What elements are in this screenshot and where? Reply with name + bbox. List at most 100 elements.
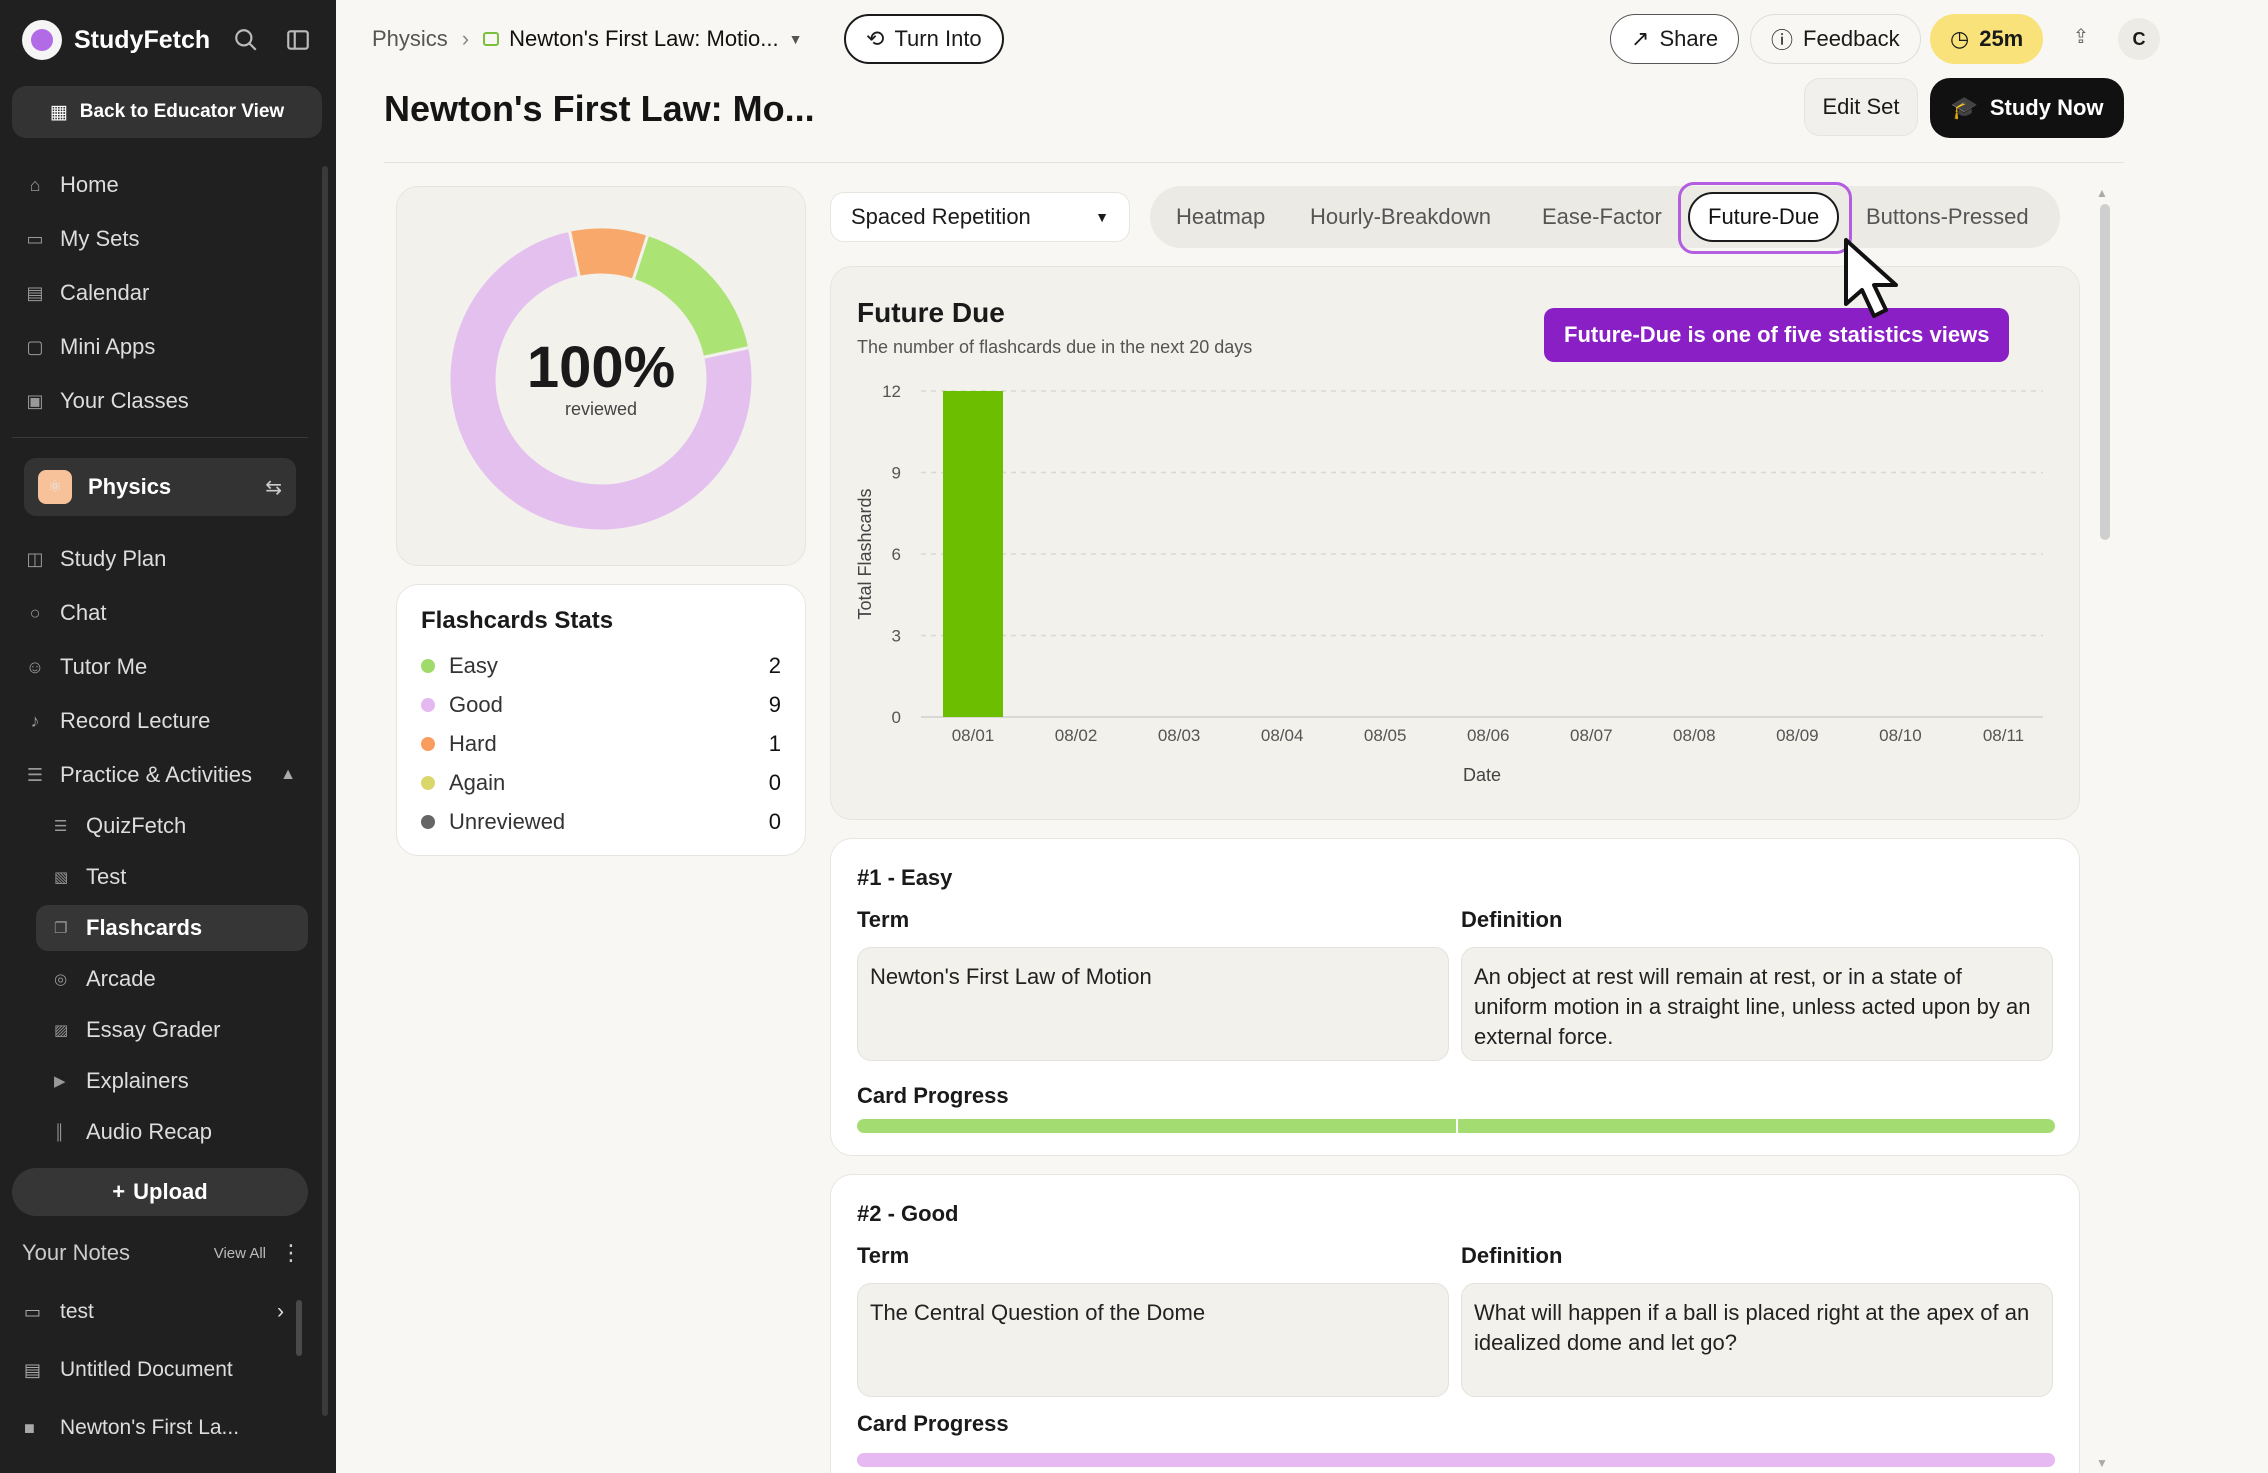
swap-icon[interactable]: ⇆ (265, 476, 282, 499)
stat-row-unreviewed: Unreviewed 0 (421, 809, 781, 835)
sidebar-scrollbar[interactable] (322, 166, 328, 1416)
flashcard-item[interactable]: #1 - Easy Term Definition Newton's First… (830, 838, 2080, 1156)
stopwatch-icon: ◷ (1950, 26, 1970, 51)
edit-set-button[interactable]: Edit Set (1804, 78, 1918, 136)
y-tick-label: 3 (892, 627, 901, 646)
avatar[interactable]: C (2118, 18, 2160, 60)
x-axis-label: Date (1463, 765, 1501, 785)
sidebar-item-test[interactable]: ▧ Test (54, 864, 127, 889)
share-icon: ↗ (1631, 26, 1650, 51)
breadcrumb-root[interactable]: Physics (372, 26, 448, 51)
donut-caption: reviewed (564, 398, 638, 419)
convert-icon: ⟲ (866, 26, 885, 51)
studyfetch-logo-icon (22, 20, 62, 60)
note-item-document[interactable]: ▤ Untitled Document (24, 1358, 233, 1381)
stats-title: Flashcards Stats (421, 607, 614, 634)
y-tick-label: 6 (892, 545, 901, 564)
timer-badge[interactable]: ◷ 25m (1930, 14, 2044, 64)
term-field[interactable]: The Central Question of the Dome (857, 1283, 1449, 1397)
tab-highlight-ring (1678, 182, 1852, 254)
mode-select-value: Spaced Repetition (851, 204, 1031, 229)
note-item-folder[interactable]: ▭ test › (24, 1300, 284, 1323)
donut-center: 100% reviewed (449, 227, 753, 531)
sidebar-item-home[interactable]: ⌂ Home (24, 165, 119, 205)
chat-bubble-icon: ○ (29, 602, 41, 623)
sidebar-item-mini-apps[interactable]: ▢ Mini Apps (24, 327, 155, 367)
flashcards-icon: ❐ (54, 920, 68, 937)
term-field[interactable]: Newton's First Law of Motion (857, 947, 1449, 1061)
sidebar-item-tutor-me[interactable]: ☺ Tutor Me (25, 654, 148, 679)
scroll-down-icon[interactable]: ▼ (2096, 1456, 2108, 1470)
x-tick-label: 08/07 (1570, 726, 1613, 745)
flashcard-item[interactable]: #2 - Good Term Definition The Central Qu… (830, 1174, 2080, 1473)
sidebar-toggle-icon[interactable] (282, 24, 314, 56)
sidebar-item-flashcards[interactable]: ❐ Flashcards (36, 905, 308, 951)
notes-title: Your Notes (22, 1240, 131, 1265)
sidebar-item-practice-activities[interactable]: ☰ Practice & Activities ▲ (24, 755, 296, 795)
export-icon[interactable]: ⇪ (2072, 26, 2090, 48)
folder-icon: ▭ (26, 228, 44, 249)
stat-row-good: Good 9 (421, 692, 781, 718)
mode-select[interactable]: Spaced Repetition ▼ (830, 192, 1130, 242)
sidebar-item-arcade[interactable]: ◎ Arcade (54, 966, 156, 991)
tab-ease-factor[interactable]: Ease-Factor (1542, 204, 1662, 229)
tab-heatmap[interactable]: Heatmap (1176, 204, 1266, 229)
review-donut-chart (449, 227, 753, 531)
sidebar-item-my-sets[interactable]: ▭ My Sets (24, 219, 139, 259)
breadcrumb-doc[interactable]: Newton's First Law: Motio... ▼ (483, 26, 802, 52)
scroll-up-icon[interactable]: ▲ (2096, 186, 2108, 200)
class-selector[interactable]: ⚛ Physics ⇆ (24, 458, 296, 516)
flashcards-stats-card: Flashcards Stats Easy 2 Good 9 Hard 1 Ag… (396, 584, 806, 856)
turn-into-button[interactable]: ⟲ Turn Into (844, 14, 1004, 64)
view-all-link[interactable]: View All (213, 1244, 266, 1262)
header-divider (384, 162, 2124, 163)
plus-icon: + (112, 1179, 126, 1204)
quiz-icon: ☰ (54, 818, 68, 835)
x-tick-label: 08/08 (1673, 726, 1716, 745)
y-axis-label: Total Flashcards (855, 488, 875, 619)
notes-scrollbar[interactable] (296, 1300, 302, 1356)
x-tick-label: 08/01 (952, 726, 995, 745)
upload-button[interactable]: + Upload (12, 1168, 308, 1216)
main-scrollbar[interactable] (2100, 204, 2110, 540)
x-tick-label: 08/09 (1776, 726, 1819, 745)
sidebar-item-chat[interactable]: ○ Chat (24, 593, 107, 633)
sidebar-item-your-classes[interactable]: ▣ Your Classes (24, 381, 188, 421)
stat-row-hard: Hard 1 (421, 731, 781, 757)
stat-dot (421, 815, 435, 829)
future-due-bar-chart: 0 3 6 9 12 08/01 08/02 08/03 08/04 08/05 08/06 08/0… (855, 382, 2043, 785)
more-options-icon[interactable]: ⋮ (280, 1240, 302, 1265)
definition-field[interactable]: An object at rest will remain at rest, o… (1461, 947, 2053, 1061)
sidebar-item-record-lecture[interactable]: ♪ Record Lecture (24, 701, 211, 741)
brand[interactable]: StudyFetch (22, 20, 210, 60)
graduation-cap-icon: 🎓 (1950, 95, 1978, 120)
sidebar-item-calendar[interactable]: ▤ Calendar (24, 273, 149, 313)
search-icon[interactable] (230, 24, 262, 56)
progress-segment-divider (1456, 1119, 1458, 1133)
tab-hourly-breakdown[interactable]: Hourly-Breakdown (1310, 204, 1491, 229)
chevron-down-icon: ▼ (788, 31, 803, 47)
sidebar-item-essay-grader[interactable]: ▨ Essay Grader (54, 1017, 221, 1042)
tab-buttons-pressed[interactable]: Buttons-Pressed (1866, 204, 2029, 229)
card-progress-bar (857, 1453, 2055, 1467)
x-tick-label: 08/10 (1879, 726, 1922, 745)
bar-08-01[interactable] (943, 391, 1003, 717)
sidebar-divider (12, 437, 308, 438)
definition-field[interactable]: What will happen if a ball is placed rig… (1461, 1283, 2053, 1397)
back-to-educator-button[interactable]: ▦ Back to Educator View (12, 86, 322, 138)
study-now-button[interactable]: 🎓 Study Now (1930, 78, 2124, 138)
audio-wave-icon: ║ (54, 1123, 65, 1141)
stat-dot (421, 698, 435, 712)
feedback-button[interactable]: ⓘ Feedback (1750, 14, 1921, 64)
note-item-newton[interactable]: ■ Newton's First La... (24, 1416, 240, 1439)
back-to-educator-label: Back to Educator View (79, 101, 285, 122)
chevron-right-icon: › (461, 26, 470, 51)
sidebar-item-study-plan[interactable]: ◫ Study Plan (24, 539, 166, 579)
share-button[interactable]: ↗ Share (1610, 14, 1740, 64)
sidebar-item-quizfetch[interactable]: ☰ QuizFetch (54, 813, 187, 838)
stat-row-easy: Easy 2 (421, 653, 781, 679)
tab-future-due[interactable]: Future-Due (1688, 192, 1840, 242)
sidebar-item-audio-recap[interactable]: ║ Audio Recap (54, 1119, 212, 1144)
chevron-up-icon: ▲ (280, 766, 296, 783)
sidebar-item-explainers[interactable]: ▶ Explainers (54, 1068, 189, 1093)
